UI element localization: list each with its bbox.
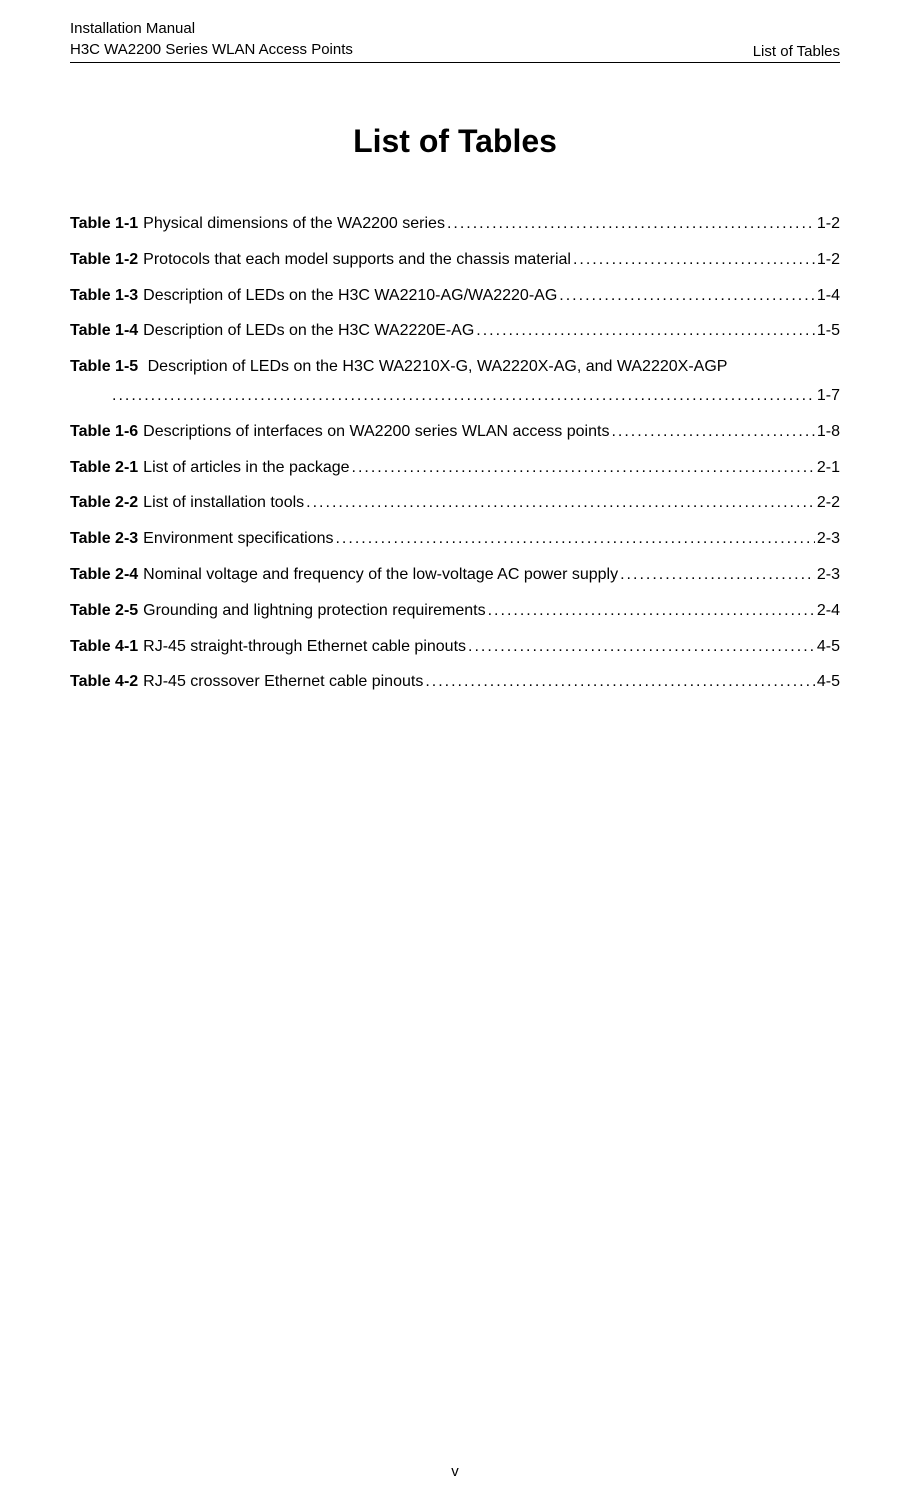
toc-page: 4-5 — [817, 668, 840, 697]
toc-page: 1-5 — [817, 317, 840, 346]
toc-entry[interactable]: Table 2-3Environment specifications 2-3 — [70, 525, 840, 554]
header-line2: H3C WA2200 Series WLAN Access Points — [70, 39, 353, 60]
toc-text: Nominal voltage and frequency of the low… — [143, 561, 618, 590]
page-header: Installation Manual H3C WA2200 Series WL… — [70, 18, 840, 63]
toc-list: Table 1-1Physical dimensions of the WA22… — [70, 210, 840, 697]
toc-text: Description of LEDs on the H3C WA2210X-G… — [143, 358, 727, 375]
toc-dots — [112, 382, 815, 411]
toc-text: List of installation tools — [143, 489, 304, 518]
toc-entry[interactable]: Table 2-2List of installation tools 2-2 — [70, 489, 840, 518]
toc-entry[interactable]: Table 4-2RJ-45 crossover Ethernet cable … — [70, 668, 840, 697]
toc-text: List of articles in the package — [143, 454, 349, 483]
toc-dots — [476, 317, 815, 346]
toc-dots — [573, 246, 815, 275]
toc-entry[interactable]: Table 1-5 Description of LEDs on the H3C… — [70, 353, 840, 411]
toc-text: RJ-45 straight-through Ethernet cable pi… — [143, 633, 466, 662]
toc-page: 2-3 — [817, 525, 840, 554]
toc-dots — [488, 597, 815, 626]
toc-page: 1-8 — [817, 418, 840, 447]
toc-page: 2-4 — [817, 597, 840, 626]
toc-dots — [611, 418, 814, 447]
toc-label: Table 2-5 — [70, 597, 138, 626]
toc-text: Grounding and lightning protection requi… — [143, 597, 485, 626]
page-footer: v — [0, 1463, 910, 1480]
toc-dots — [620, 561, 815, 590]
header-right: List of Tables — [753, 43, 840, 60]
toc-label: Table 1-5 — [70, 358, 138, 375]
toc-entry[interactable]: Table 1-6Descriptions of interfaces on W… — [70, 418, 840, 447]
toc-dots — [425, 668, 815, 697]
toc-entry[interactable]: Table 1-2Protocols that each model suppo… — [70, 246, 840, 275]
toc-page: 4-5 — [817, 633, 840, 662]
toc-text: Descriptions of interfaces on WA2200 ser… — [143, 418, 609, 447]
toc-label: Table 2-4 — [70, 561, 138, 590]
toc-entry[interactable]: Table 2-5Grounding and lightning protect… — [70, 597, 840, 626]
page-title: List of Tables — [70, 123, 840, 160]
toc-label: Table 4-1 — [70, 633, 138, 662]
toc-text: Description of LEDs on the H3C WA2220E-A… — [143, 317, 474, 346]
toc-text: RJ-45 crossover Ethernet cable pinouts — [143, 668, 423, 697]
toc-text: Physical dimensions of the WA2200 series — [143, 210, 445, 239]
toc-label: Table 2-1 — [70, 454, 138, 483]
toc-page: 1-2 — [817, 246, 840, 275]
toc-text: Description of LEDs on the H3C WA2210-AG… — [143, 282, 557, 311]
toc-label: Table 2-2 — [70, 489, 138, 518]
toc-label: Table 1-4 — [70, 317, 138, 346]
toc-entry[interactable]: Table 1-4Description of LEDs on the H3C … — [70, 317, 840, 346]
toc-entry[interactable]: Table 2-4Nominal voltage and frequency o… — [70, 561, 840, 590]
toc-label: Table 1-6 — [70, 418, 138, 447]
toc-entry[interactable]: Table 1-3Description of LEDs on the H3C … — [70, 282, 840, 311]
toc-label: Table 4-2 — [70, 668, 138, 697]
header-line1: Installation Manual — [70, 18, 353, 39]
toc-dots — [559, 282, 815, 311]
header-left: Installation Manual H3C WA2200 Series WL… — [70, 18, 353, 60]
toc-dots — [335, 525, 814, 554]
toc-label: Table 1-3 — [70, 282, 138, 311]
toc-page: 2-1 — [817, 454, 840, 483]
toc-page: 2-2 — [817, 489, 840, 518]
toc-text: Environment specifications — [143, 525, 333, 554]
toc-page: 1-7 — [817, 382, 840, 411]
toc-page: 1-4 — [817, 282, 840, 311]
toc-dots — [447, 210, 815, 239]
toc-entry[interactable]: Table 4-1RJ-45 straight-through Ethernet… — [70, 633, 840, 662]
toc-label: Table 1-2 — [70, 246, 138, 275]
toc-label: Table 1-1 — [70, 210, 138, 239]
toc-page: 2-3 — [817, 561, 840, 590]
toc-entry[interactable]: Table 2-1List of articles in the package… — [70, 454, 840, 483]
toc-label: Table 2-3 — [70, 525, 138, 554]
toc-dots — [306, 489, 815, 518]
toc-dots — [468, 633, 815, 662]
toc-page: 1-2 — [817, 210, 840, 239]
toc-text: Protocols that each model supports and t… — [143, 246, 571, 275]
toc-entry[interactable]: Table 1-1Physical dimensions of the WA22… — [70, 210, 840, 239]
toc-dots — [352, 454, 815, 483]
